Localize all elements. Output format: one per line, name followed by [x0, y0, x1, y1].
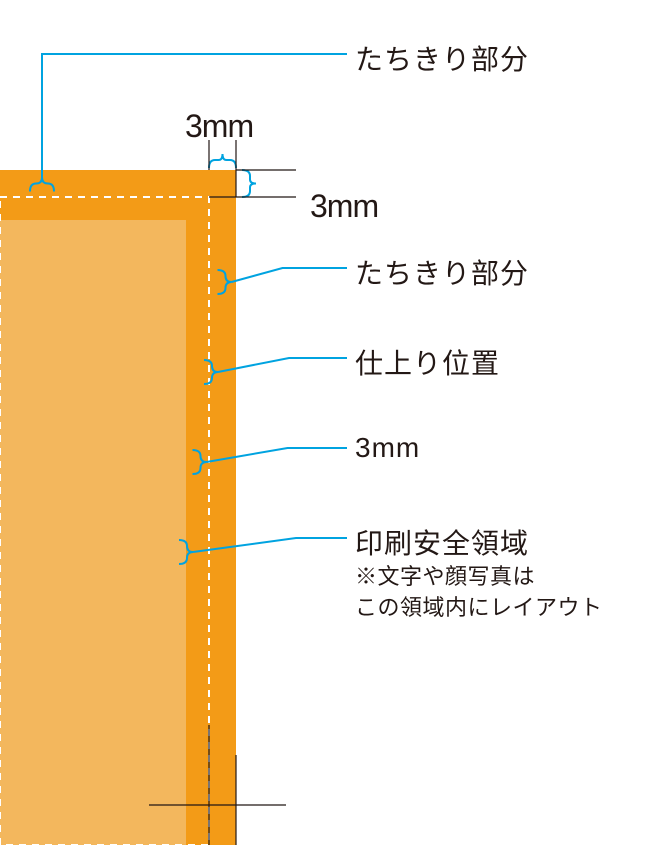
label-safe-note: ※文字や顔写真は この領域内にレイアウト [355, 562, 603, 624]
label-gap: 3mm [355, 432, 420, 464]
label-bleed-side: たちきり部分 [355, 252, 529, 292]
dimension-top [209, 154, 236, 168]
bleed-diagram [0, 0, 659, 845]
safe-area [0, 220, 186, 845]
dimension-right [242, 170, 256, 197]
label-trim: 仕上り位置 [355, 342, 500, 382]
dimension-right-label: 3mm [310, 188, 378, 225]
dimension-top-label: 3mm [185, 108, 253, 145]
label-safe: 印刷安全領域 [355, 522, 529, 562]
label-bleed-top: たちきり部分 [355, 38, 529, 78]
